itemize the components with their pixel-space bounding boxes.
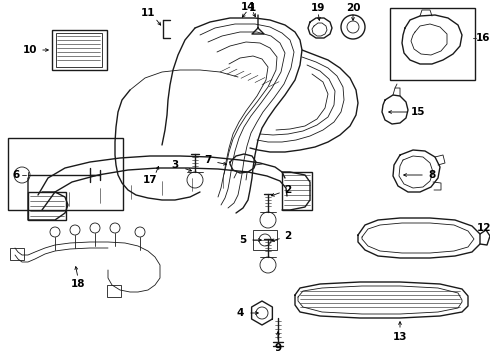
Bar: [8, 138, 123, 210]
Text: 2: 2: [284, 185, 292, 195]
Text: 16: 16: [476, 33, 490, 43]
Text: 13: 13: [393, 332, 407, 342]
Text: 8: 8: [428, 170, 436, 180]
Bar: [282, 172, 312, 210]
Text: 3: 3: [172, 160, 179, 170]
Text: 10: 10: [23, 45, 37, 55]
Bar: [253, 230, 277, 250]
Bar: [10, 248, 24, 260]
Text: 11: 11: [141, 8, 155, 18]
Text: 20: 20: [346, 3, 360, 13]
Bar: [52, 30, 107, 70]
Text: 17: 17: [143, 175, 157, 185]
Text: 15: 15: [411, 107, 425, 117]
Text: 7: 7: [204, 155, 212, 165]
Bar: [56, 33, 102, 67]
Text: 4: 4: [236, 308, 244, 318]
Text: 12: 12: [477, 223, 490, 233]
Bar: [107, 285, 121, 297]
Text: 19: 19: [311, 3, 325, 13]
Text: 1: 1: [248, 3, 256, 13]
Text: 9: 9: [274, 343, 282, 353]
Text: 18: 18: [71, 279, 85, 289]
Bar: [390, 8, 475, 80]
Text: 14: 14: [241, 2, 255, 12]
Bar: [28, 192, 66, 220]
Text: 2: 2: [284, 231, 292, 241]
Text: 6: 6: [12, 170, 20, 180]
Text: 5: 5: [240, 235, 246, 245]
